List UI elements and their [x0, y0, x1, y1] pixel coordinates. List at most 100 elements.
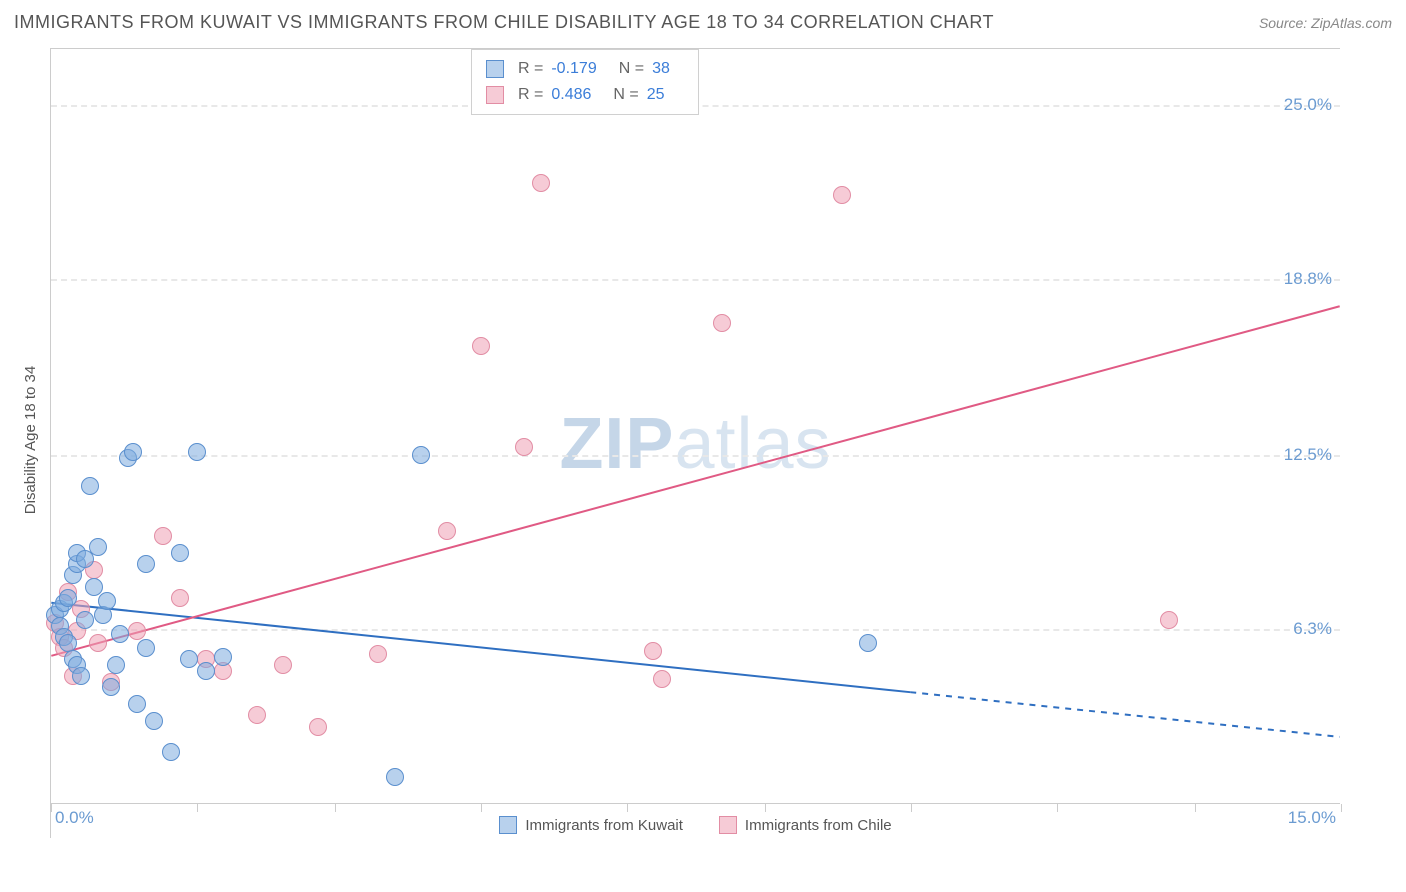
marker-chile: [515, 438, 533, 456]
x-tick-mark: [481, 804, 482, 812]
marker-chile: [89, 634, 107, 652]
stats-r-value: -0.179: [551, 60, 596, 78]
marker-kuwait: [102, 678, 120, 696]
marker-chile: [713, 314, 731, 332]
marker-chile: [472, 337, 490, 355]
legend-swatch-chile: [719, 816, 737, 834]
marker-chile: [128, 622, 146, 640]
x-tick-mark: [197, 804, 198, 812]
marker-chile: [154, 527, 172, 545]
stats-swatch: [486, 60, 504, 78]
marker-kuwait: [197, 662, 215, 680]
marker-kuwait: [85, 578, 103, 596]
y-axis-label: Disability Age 18 to 34: [22, 366, 39, 514]
marker-chile: [369, 645, 387, 663]
stats-r-value: 0.486: [551, 86, 591, 104]
marker-chile: [102, 673, 120, 691]
x-tick-mark: [765, 804, 766, 812]
marker-kuwait: [89, 538, 107, 556]
marker-kuwait: [386, 768, 404, 786]
chart-title: IMMIGRANTS FROM KUWAIT VS IMMIGRANTS FRO…: [14, 12, 994, 33]
source-prefix: Source:: [1259, 15, 1311, 31]
bottom-legend: Immigrants from Kuwait Immigrants from C…: [51, 816, 1340, 834]
y-tick-label: 18.8%: [1284, 269, 1332, 289]
marker-kuwait: [64, 566, 82, 584]
marker-chile: [59, 583, 77, 601]
marker-kuwait: [76, 611, 94, 629]
stats-box: R =-0.179N =38R =0.486N =25: [471, 49, 699, 115]
legend-item-chile: Immigrants from Chile: [719, 816, 892, 834]
watermark-zip: ZIP: [559, 404, 674, 484]
marker-kuwait: [51, 617, 69, 635]
watermark: ZIPatlas: [559, 403, 831, 485]
marker-kuwait: [188, 443, 206, 461]
stats-n-value: 38: [652, 60, 670, 78]
x-tick-mark: [627, 804, 628, 812]
marker-kuwait: [55, 628, 73, 646]
grid-line: [51, 279, 1340, 281]
marker-kuwait: [214, 648, 232, 666]
marker-kuwait: [76, 550, 94, 568]
marker-chile: [64, 667, 82, 685]
marker-chile: [55, 639, 73, 657]
stats-r-label: R =: [518, 86, 543, 104]
marker-kuwait: [59, 634, 77, 652]
marker-kuwait: [59, 589, 77, 607]
marker-kuwait: [119, 449, 137, 467]
regression-line-kuwait: [51, 603, 910, 692]
stats-swatch: [486, 86, 504, 104]
marker-chile: [1160, 611, 1178, 629]
legend-item-kuwait: Immigrants from Kuwait: [499, 816, 683, 834]
marker-kuwait: [145, 712, 163, 730]
marker-chile: [644, 642, 662, 660]
marker-chile: [248, 706, 266, 724]
marker-kuwait: [68, 555, 86, 573]
grid-line: [51, 629, 1340, 631]
marker-chile: [51, 628, 69, 646]
marker-chile: [85, 561, 103, 579]
marker-kuwait: [98, 592, 116, 610]
chart-source: Source: ZipAtlas.com: [1259, 15, 1392, 31]
marker-chile: [653, 670, 671, 688]
marker-chile: [274, 656, 292, 674]
y-tick-label: 12.5%: [1284, 445, 1332, 465]
marker-kuwait: [81, 477, 99, 495]
y-tick-label: 25.0%: [1284, 95, 1332, 115]
marker-kuwait: [137, 639, 155, 657]
stats-r-label: R =: [518, 60, 543, 78]
chart-header: IMMIGRANTS FROM KUWAIT VS IMMIGRANTS FRO…: [14, 12, 1392, 33]
regression-line-kuwait-dash: [910, 692, 1339, 737]
stats-n-value: 25: [647, 86, 665, 104]
legend-label-kuwait: Immigrants from Kuwait: [525, 817, 683, 834]
marker-kuwait: [128, 695, 146, 713]
marker-kuwait: [68, 544, 86, 562]
x-tick-mark: [911, 804, 912, 812]
y-tick-label: 6.3%: [1293, 619, 1332, 639]
plot-area: ZIPatlas 25.0%18.8%12.5%6.3% 0.0% 15.0% …: [50, 48, 1340, 838]
marker-chile: [309, 718, 327, 736]
marker-chile: [532, 174, 550, 192]
marker-chile: [72, 600, 90, 618]
legend-swatch-kuwait: [499, 816, 517, 834]
stats-n-label: N =: [613, 86, 638, 104]
marker-kuwait: [46, 606, 64, 624]
x-tick-mark: [335, 804, 336, 812]
x-baseline: [51, 803, 1340, 804]
marker-chile: [197, 650, 215, 668]
legend-label-chile: Immigrants from Chile: [745, 817, 892, 834]
marker-kuwait: [162, 743, 180, 761]
marker-chile: [833, 186, 851, 204]
x-tick-mark: [1341, 804, 1342, 812]
marker-kuwait: [180, 650, 198, 668]
marker-chile: [438, 522, 456, 540]
marker-kuwait: [68, 656, 86, 674]
marker-kuwait: [64, 650, 82, 668]
regression-lines: [51, 49, 1340, 838]
marker-chile: [214, 662, 232, 680]
marker-kuwait: [72, 667, 90, 685]
marker-kuwait: [859, 634, 877, 652]
marker-kuwait: [94, 606, 112, 624]
x-tick-mark: [1057, 804, 1058, 812]
marker-kuwait: [137, 555, 155, 573]
regression-line-chile: [51, 306, 1339, 656]
